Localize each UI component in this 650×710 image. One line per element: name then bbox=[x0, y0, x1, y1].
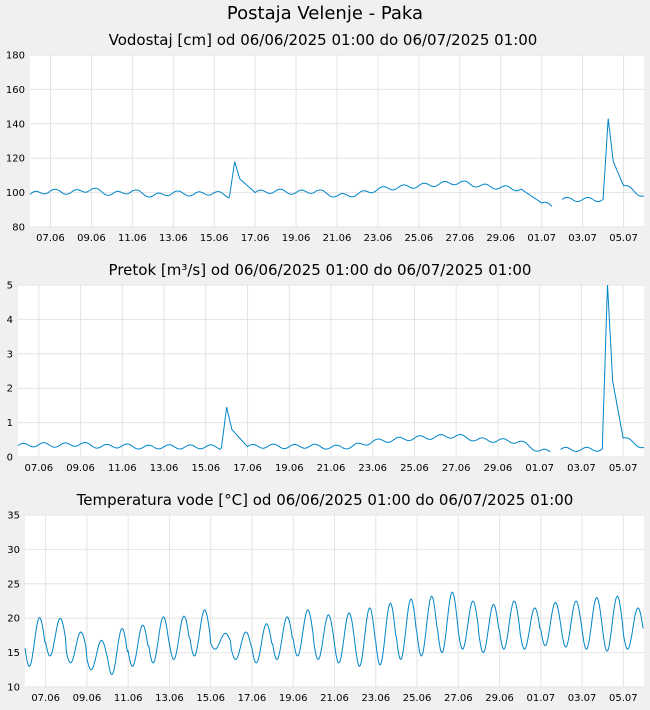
x-tick-label: 05.07 bbox=[609, 233, 638, 244]
x-tick-label: 03.07 bbox=[568, 233, 597, 244]
x-tick-label: 19.06 bbox=[279, 693, 308, 704]
series-line bbox=[17, 406, 551, 453]
page-title: Postaja Velenje - Paka bbox=[226, 3, 424, 24]
series-line bbox=[560, 284, 645, 453]
x-tick-label: 25.06 bbox=[403, 693, 432, 704]
y-tick-label: 140 bbox=[6, 119, 25, 130]
x-tick-label: 11.06 bbox=[118, 233, 147, 244]
y-tick-label: 160 bbox=[6, 85, 25, 96]
x-tick-label: 29.06 bbox=[484, 463, 513, 474]
chart-pretok: Pretok [m³/s] od 06/06/2025 01:00 do 06/… bbox=[7, 261, 645, 474]
x-tick-label: 13.06 bbox=[159, 233, 188, 244]
series-line bbox=[29, 161, 553, 207]
x-tick-label: 17.06 bbox=[241, 233, 270, 244]
x-tick-label: 29.06 bbox=[485, 693, 514, 704]
x-tick-label: 09.06 bbox=[77, 233, 106, 244]
x-tick-label: 13.06 bbox=[150, 463, 179, 474]
x-tick-label: 25.06 bbox=[405, 233, 434, 244]
x-tick-label: 27.06 bbox=[445, 233, 474, 244]
x-tick-label: 13.06 bbox=[155, 693, 184, 704]
x-tick-label: 07.06 bbox=[31, 693, 60, 704]
y-tick-label: 180 bbox=[6, 51, 25, 62]
y-tick-label: 35 bbox=[7, 511, 20, 522]
x-tick-label: 03.07 bbox=[567, 463, 596, 474]
x-tick-label: 01.07 bbox=[527, 233, 556, 244]
x-tick-label: 15.06 bbox=[196, 693, 225, 704]
x-tick-label: 27.06 bbox=[442, 463, 471, 474]
y-tick-label: 4 bbox=[7, 315, 13, 326]
y-tick-label: 0 bbox=[7, 453, 13, 464]
x-tick-label: 01.07 bbox=[527, 693, 556, 704]
x-tick-label: 09.06 bbox=[66, 463, 95, 474]
x-tick-label: 05.07 bbox=[609, 693, 638, 704]
x-tick-label: 15.06 bbox=[191, 463, 220, 474]
y-tick-label: 15 bbox=[7, 648, 20, 659]
x-tick-label: 11.06 bbox=[108, 463, 137, 474]
y-tick-label: 2 bbox=[7, 384, 13, 395]
y-tick-label: 25 bbox=[7, 579, 20, 590]
series-line bbox=[24, 591, 644, 676]
x-tick-label: 01.07 bbox=[525, 463, 554, 474]
x-tick-label: 17.06 bbox=[238, 693, 267, 704]
chart-vodostaj: Vodostaj [cm] od 06/06/2025 01:00 do 06/… bbox=[6, 31, 645, 244]
x-tick-label: 19.06 bbox=[282, 233, 311, 244]
chart-title: Vodostaj [cm] od 06/06/2025 01:00 do 06/… bbox=[109, 31, 538, 49]
chart-title: Pretok [m³/s] od 06/06/2025 01:00 do 06/… bbox=[109, 261, 532, 279]
x-tick-label: 15.06 bbox=[200, 233, 229, 244]
y-tick-label: 80 bbox=[12, 223, 25, 234]
x-tick-label: 07.06 bbox=[25, 463, 54, 474]
y-tick-label: 30 bbox=[7, 545, 20, 556]
y-tick-label: 100 bbox=[6, 188, 25, 199]
x-tick-label: 27.06 bbox=[444, 693, 473, 704]
x-tick-label: 21.06 bbox=[317, 463, 346, 474]
x-tick-label: 05.07 bbox=[609, 463, 638, 474]
x-tick-label: 11.06 bbox=[114, 693, 143, 704]
x-tick-label: 21.06 bbox=[320, 693, 349, 704]
x-tick-label: 09.06 bbox=[73, 693, 102, 704]
x-tick-label: 07.06 bbox=[36, 233, 65, 244]
x-tick-label: 23.06 bbox=[358, 463, 387, 474]
x-tick-label: 19.06 bbox=[275, 463, 304, 474]
series-line bbox=[561, 118, 645, 202]
x-tick-label: 17.06 bbox=[233, 463, 262, 474]
y-tick-label: 5 bbox=[7, 281, 13, 292]
x-tick-label: 29.06 bbox=[486, 233, 515, 244]
y-tick-label: 20 bbox=[7, 614, 20, 625]
y-tick-label: 1 bbox=[7, 418, 13, 429]
chart-temperatura: Temperatura vode [°C] od 06/06/2025 01:0… bbox=[7, 491, 644, 704]
chart-title: Temperatura vode [°C] od 06/06/2025 01:0… bbox=[76, 491, 574, 509]
x-tick-label: 23.06 bbox=[364, 233, 393, 244]
x-tick-label: 21.06 bbox=[323, 233, 352, 244]
y-tick-label: 3 bbox=[7, 349, 13, 360]
x-tick-label: 03.07 bbox=[568, 693, 597, 704]
x-tick-label: 23.06 bbox=[361, 693, 390, 704]
x-tick-label: 25.06 bbox=[400, 463, 429, 474]
y-tick-label: 120 bbox=[6, 154, 25, 165]
y-tick-label: 10 bbox=[7, 683, 20, 694]
